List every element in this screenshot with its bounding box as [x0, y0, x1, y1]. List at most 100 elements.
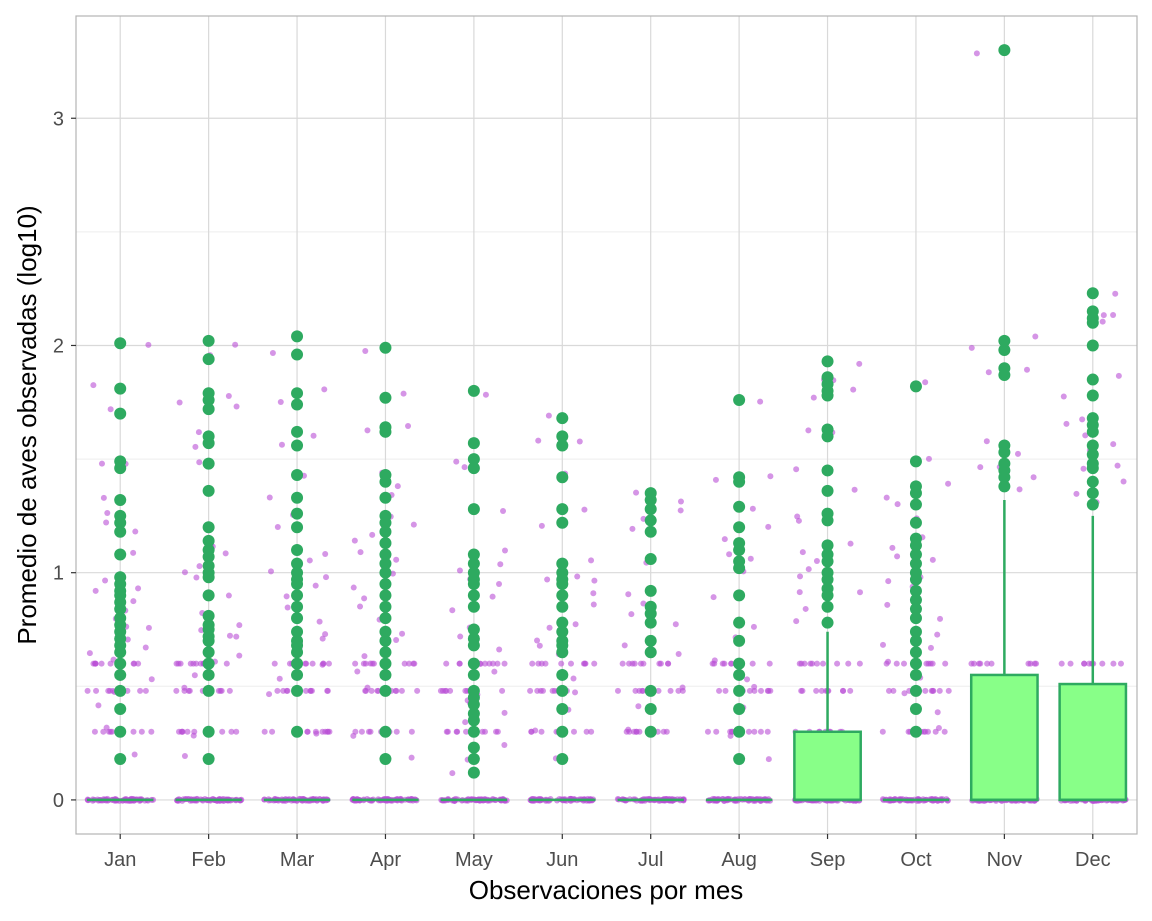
jitter-point — [1060, 393, 1067, 400]
jitter-point — [410, 660, 417, 667]
jitter-point — [310, 432, 317, 439]
jitter-point — [545, 412, 552, 419]
outlier-point — [202, 521, 215, 534]
outlier-point — [909, 539, 922, 552]
outlier-point — [1086, 425, 1099, 438]
jitter-point — [885, 658, 892, 665]
jitter-point — [303, 660, 310, 667]
outlier-point — [909, 625, 922, 638]
jitter-point — [751, 728, 758, 735]
outlier-point — [114, 725, 127, 738]
jitter-point — [148, 676, 155, 683]
jitter-point — [95, 702, 102, 709]
outlier-point — [909, 380, 922, 393]
jitter-point — [271, 660, 278, 667]
jitter-point — [765, 756, 772, 763]
jitter-point — [901, 690, 908, 697]
jitter-point — [1110, 660, 1117, 667]
jitter-point — [103, 724, 110, 731]
outlier-point — [733, 475, 746, 488]
outlier-point — [379, 557, 392, 570]
jitter-point — [923, 660, 930, 667]
jitter-point — [937, 615, 944, 622]
jitter-point — [100, 494, 107, 501]
outlier-point — [1086, 373, 1099, 386]
outlier-point — [821, 573, 834, 586]
outlier-point — [821, 539, 834, 552]
outlier-point — [202, 437, 215, 450]
outlier-point — [114, 516, 127, 529]
x-tick-label: Jan — [104, 849, 136, 871]
jitter-point — [1073, 490, 1080, 497]
jitter-point — [726, 551, 733, 558]
jitter-point — [796, 589, 803, 596]
outlier-point — [202, 353, 215, 366]
outlier-point — [821, 555, 834, 568]
jitter-point — [851, 486, 858, 493]
outlier-point — [114, 548, 127, 561]
outlier-point — [202, 646, 215, 659]
outlier-point — [556, 703, 569, 716]
outlier-point — [291, 684, 304, 697]
jitter-point — [847, 540, 854, 547]
jitter-point — [269, 349, 276, 356]
outlier-point — [114, 382, 127, 395]
jitter-point — [856, 360, 863, 367]
jitter-point — [901, 660, 908, 667]
outlier-point — [1086, 462, 1099, 475]
jitter-point — [437, 687, 444, 694]
x-tick-label: May — [455, 849, 493, 871]
jitter-point — [501, 741, 508, 748]
outlier-point — [733, 657, 746, 670]
outlier-point — [467, 589, 480, 602]
jitter-point — [461, 464, 468, 471]
jitter-point — [489, 593, 496, 600]
outlier-point — [733, 634, 746, 647]
jitter-point — [494, 660, 501, 667]
jitter-point — [799, 687, 806, 694]
jitter-point — [711, 657, 718, 664]
jitter-point — [1110, 311, 1117, 318]
outlier-point — [379, 491, 392, 504]
jitter-point — [307, 687, 314, 694]
outlier-point — [821, 514, 834, 527]
jitter-point — [535, 437, 542, 444]
outlier-point — [556, 557, 569, 570]
jitter-point — [945, 687, 952, 694]
outlier-point — [733, 394, 746, 407]
jitter-point — [856, 660, 863, 667]
outlier-point — [114, 703, 127, 716]
jitter-point — [883, 494, 890, 501]
jitter-point — [619, 660, 626, 667]
jitter-point — [186, 687, 193, 694]
x-tick-label: Jun — [546, 849, 578, 871]
jitter-point — [546, 624, 553, 631]
jitter-point — [361, 653, 368, 660]
jitter-point — [551, 687, 558, 694]
jitter-point — [236, 652, 243, 659]
jitter-point — [802, 605, 809, 612]
jitter-point — [322, 551, 329, 558]
outlier-point — [379, 612, 392, 625]
jitter-point — [490, 660, 497, 667]
jitter-point — [747, 555, 754, 562]
outlier-point — [1086, 316, 1099, 329]
jitter-point — [935, 725, 942, 732]
outlier-point — [379, 341, 392, 354]
jitter-point — [894, 501, 901, 508]
y-axis-title: Promedio de aves observadas (log10) — [12, 205, 42, 644]
jitter-point — [1100, 312, 1107, 319]
jitter-point — [656, 660, 663, 667]
outlier-point — [909, 703, 922, 716]
jitter-point — [1080, 465, 1087, 472]
outlier-point — [556, 753, 569, 766]
outlier-point — [556, 503, 569, 516]
outlier-point — [1086, 498, 1099, 511]
jitter-point — [818, 687, 825, 694]
outlier-point — [1086, 448, 1099, 461]
jitter-point — [746, 687, 753, 694]
jitter-point — [352, 660, 359, 667]
outlier-point — [998, 446, 1011, 459]
jitter-point — [971, 660, 978, 667]
outlier-point — [821, 430, 834, 443]
